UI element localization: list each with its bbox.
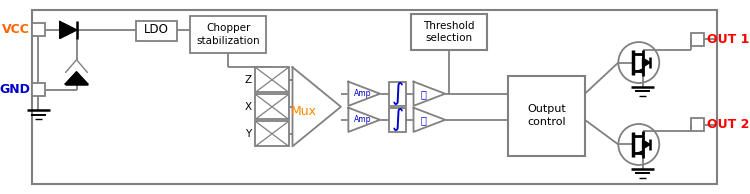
Bar [389, 108, 406, 132]
Text: X: X [244, 102, 251, 112]
Text: $\int$: $\int$ [392, 106, 404, 133]
Text: Threshold
selection: Threshold selection [423, 21, 475, 43]
Text: Y: Y [245, 129, 251, 139]
Text: Output
control: Output control [527, 104, 566, 127]
Text: Chopper
stabilization: Chopper stabilization [196, 23, 260, 46]
Text: $\int$: $\int$ [392, 80, 404, 107]
Bar [411, 14, 487, 49]
Polygon shape [60, 22, 76, 38]
Bar [190, 16, 266, 53]
Polygon shape [292, 67, 341, 146]
Text: ⩩: ⩩ [420, 115, 426, 125]
Bar [32, 23, 45, 36]
Text: OUT 2: OUT 2 [706, 118, 749, 131]
Text: OUT 1: OUT 1 [706, 33, 749, 46]
Text: VCC: VCC [2, 23, 30, 36]
Bar [32, 83, 45, 96]
Bar [691, 33, 704, 46]
Text: LDO: LDO [144, 23, 169, 36]
Bar [136, 21, 177, 41]
Bar [509, 76, 585, 156]
Polygon shape [348, 108, 380, 132]
Bar [255, 121, 289, 146]
Text: GND: GND [0, 83, 30, 96]
Bar [389, 82, 406, 106]
Bar [691, 118, 704, 132]
Polygon shape [643, 140, 650, 149]
Text: Amp: Amp [354, 115, 371, 124]
Polygon shape [413, 108, 446, 132]
Polygon shape [348, 82, 380, 106]
Text: Mux: Mux [291, 105, 316, 118]
Text: Z: Z [244, 75, 251, 85]
Polygon shape [65, 72, 88, 84]
Polygon shape [643, 58, 650, 67]
Bar [255, 94, 289, 119]
Polygon shape [413, 82, 446, 106]
Text: Amp: Amp [354, 89, 371, 98]
Bar [255, 67, 289, 92]
Text: ⩩: ⩩ [420, 89, 426, 99]
